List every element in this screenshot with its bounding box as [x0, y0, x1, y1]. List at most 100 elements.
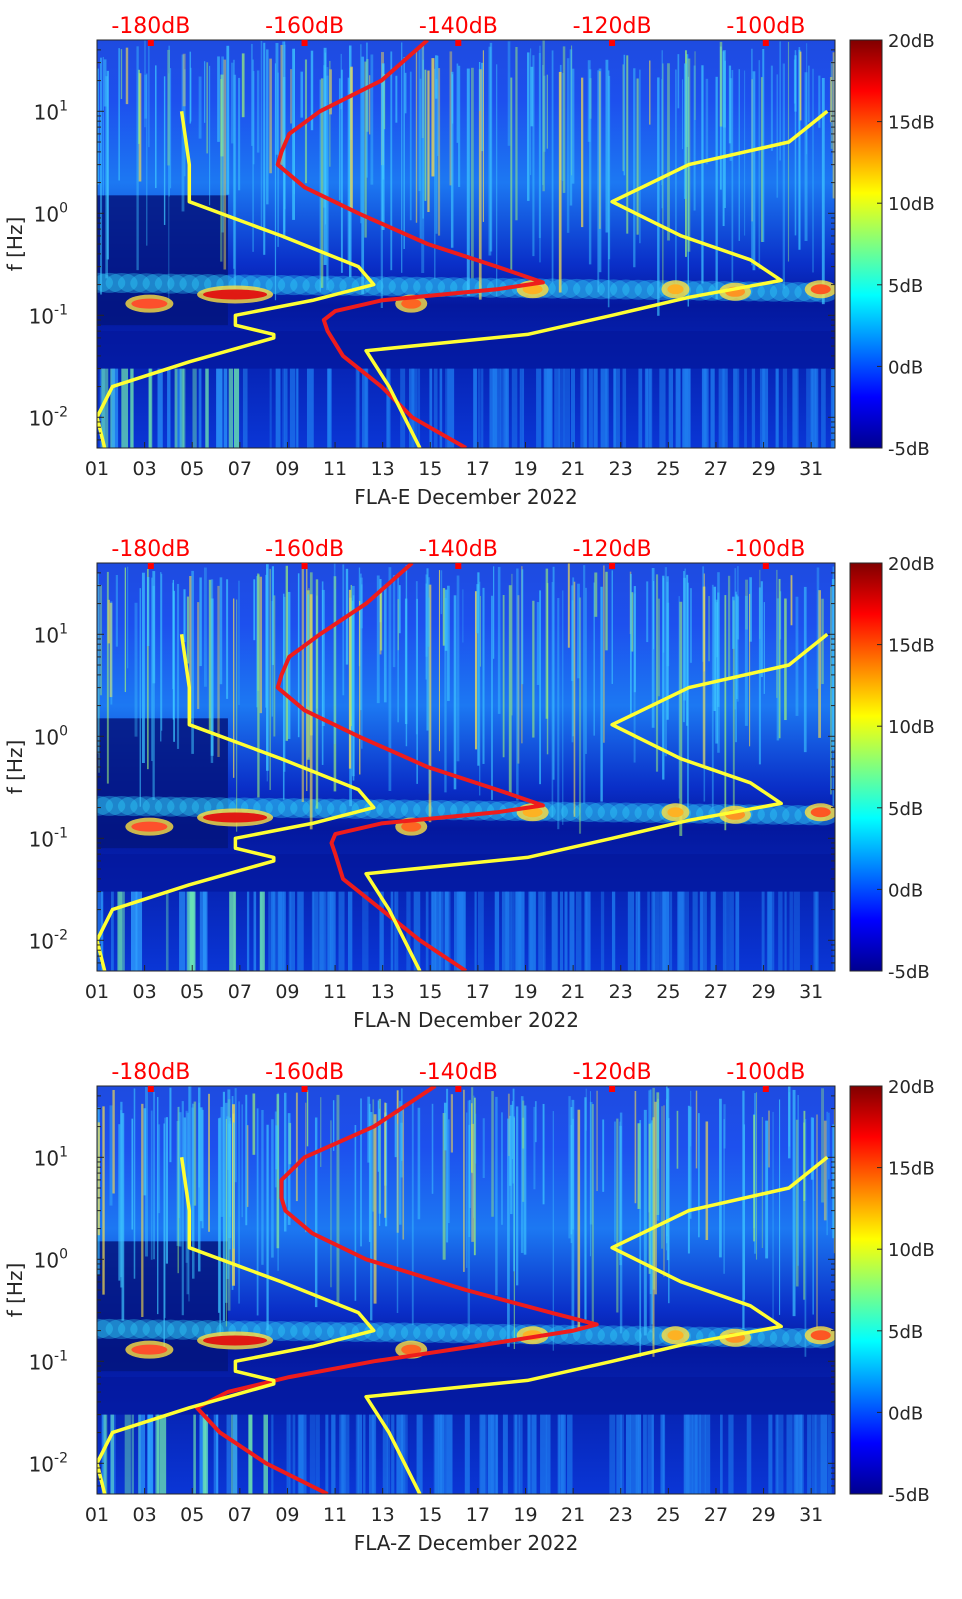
x-axis: 01 03 05 07 09 11 13 15 17 19 21 23 25 27 29 31 — [85, 442, 823, 480]
x-tick-label: 27 — [704, 1504, 728, 1526]
colorbar-label: -5dB — [888, 1485, 930, 1506]
x-tick-label: 03 — [133, 1504, 157, 1526]
top-tick — [762, 40, 769, 46]
y-tick-label: 101 — [34, 621, 68, 647]
y-tick-label: 10-1 — [29, 302, 68, 328]
x-tick-label: 09 — [275, 458, 299, 480]
x-tick-label: 01 — [85, 981, 109, 1003]
colorbar: 20dB 15dB 10dB 5dB 0dB -5dB — [849, 554, 935, 983]
x-tick-label: 05 — [180, 458, 204, 480]
colorbar: 20dB 15dB 10dB 5dB 0dB -5dB — [849, 31, 935, 460]
top-tick-label: -120dB — [573, 1060, 652, 1085]
top-tick-label: -100dB — [726, 537, 805, 562]
x-tick-label: 07 — [228, 1504, 252, 1526]
x-tick-label: 07 — [228, 981, 252, 1003]
x-tick-label: 17 — [466, 981, 490, 1003]
x-tick-label: 13 — [371, 981, 395, 1003]
x-tick-label: 21 — [561, 458, 585, 480]
x-tick-label: 23 — [609, 458, 633, 480]
colorbar: 20dB 15dB 10dB 5dB 0dB -5dB — [849, 1077, 935, 1506]
x-tick-label: 23 — [609, 981, 633, 1003]
high-noise-model-curve — [364, 632, 829, 971]
top-tick-label: -180dB — [111, 537, 190, 562]
top-tick-label: -100dB — [726, 1060, 805, 1085]
y-axis: 10-2 10-1 100 101 — [29, 39, 835, 449]
colorbar-gradient — [849, 39, 883, 449]
top-tick-label: -100dB — [726, 14, 805, 39]
x-tick-label: 21 — [561, 981, 585, 1003]
x-tick-label: 15 — [418, 458, 442, 480]
y-tick-label: 10-1 — [29, 825, 68, 851]
x-tick-label: 29 — [751, 1504, 775, 1526]
top-tick-label: -160dB — [265, 537, 344, 562]
high-noise-model-curve — [364, 1155, 829, 1494]
x-tick-label: 09 — [275, 981, 299, 1003]
colorbar-label: 10dB — [888, 194, 935, 215]
y-axis-label: f [Hz] — [3, 217, 27, 272]
colorbar-label: 0dB — [888, 357, 923, 378]
top-tick-label: -180dB — [111, 1060, 190, 1085]
x-axis: 01 03 05 07 09 11 13 15 17 19 21 23 25 27 29 31 — [85, 1488, 823, 1526]
y-axis: 10-2 10-1 100 101 — [29, 1085, 835, 1495]
top-tick — [301, 40, 308, 46]
colorbar-label: -5dB — [888, 962, 930, 983]
y-axis: 10-2 10-1 100 101 — [29, 562, 835, 972]
top-tick — [455, 40, 462, 46]
x-tick-label: 25 — [656, 1504, 680, 1526]
x-tick-label: 27 — [704, 458, 728, 480]
median-psd-curve — [275, 40, 545, 448]
x-tick-label: 29 — [751, 981, 775, 1003]
low-noise-model-curve — [97, 111, 376, 448]
panel-fla-z: 01 03 05 07 09 11 13 15 17 19 21 23 25 27 29 31 FLA-Z De… — [3, 1060, 935, 1555]
spectrogram-image — [97, 40, 835, 448]
y-tick-label: 10-1 — [29, 1348, 68, 1374]
low-noise-model-curve — [97, 1157, 376, 1494]
colorbar-label: 20dB — [888, 1077, 935, 1098]
x-axis-label: FLA-E December 2022 — [354, 485, 578, 509]
x-tick-label: 13 — [371, 1504, 395, 1526]
colorbar-gradient — [849, 562, 883, 972]
y-tick-label: 100 — [34, 200, 68, 226]
colorbar-label: 15dB — [888, 113, 935, 134]
top-tick — [301, 563, 308, 569]
x-tick-label: 15 — [418, 981, 442, 1003]
panel-fla-n: 01 03 05 07 09 11 13 15 17 19 21 23 25 27 29 31 FLA-N De… — [3, 537, 935, 1032]
top-tick — [301, 1086, 308, 1092]
y-axis-label: f [Hz] — [3, 1263, 27, 1318]
top-tick — [762, 563, 769, 569]
top-tick-label: -120dB — [573, 537, 652, 562]
x-tick-label: 11 — [323, 458, 347, 480]
x-tick-label: 13 — [371, 458, 395, 480]
colorbar-gradient — [849, 1085, 883, 1495]
top-tick — [147, 563, 154, 569]
x-tick-label: 03 — [133, 458, 157, 480]
colorbar-label: 5dB — [888, 1322, 923, 1343]
y-tick-label: 10-2 — [29, 404, 68, 430]
y-tick-label: 10-2 — [29, 927, 68, 953]
x-tick-label: 05 — [180, 981, 204, 1003]
high-noise-model-curve — [364, 109, 829, 448]
x-axis: 01 03 05 07 09 11 13 15 17 19 21 23 25 27 29 31 — [85, 965, 823, 1003]
colorbar-label: 5dB — [888, 276, 923, 297]
top-tick — [609, 40, 616, 46]
x-axis-label: FLA-N December 2022 — [353, 1008, 579, 1032]
top-tick — [455, 1086, 462, 1092]
x-tick-label: 25 — [656, 458, 680, 480]
x-tick-label: 29 — [751, 458, 775, 480]
top-tick — [455, 563, 462, 569]
colorbar-label: 5dB — [888, 799, 923, 820]
y-tick-label: 101 — [34, 1144, 68, 1170]
y-tick-label: 100 — [34, 1246, 68, 1272]
x-tick-label: 31 — [799, 458, 823, 480]
panel-fla-e: 01 03 05 07 09 11 13 15 17 19 21 23 25 27 29 31 FLA-E De… — [3, 14, 935, 509]
y-tick-label: 101 — [34, 98, 68, 124]
spectrogram-image — [97, 1086, 835, 1494]
top-tick — [762, 1086, 769, 1092]
top-tick-label: -120dB — [573, 14, 652, 39]
x-tick-label: 19 — [513, 1504, 537, 1526]
y-axis-label: f [Hz] — [3, 740, 27, 795]
x-tick-label: 17 — [466, 458, 490, 480]
x-tick-label: 01 — [85, 458, 109, 480]
y-tick-label: 100 — [34, 723, 68, 749]
